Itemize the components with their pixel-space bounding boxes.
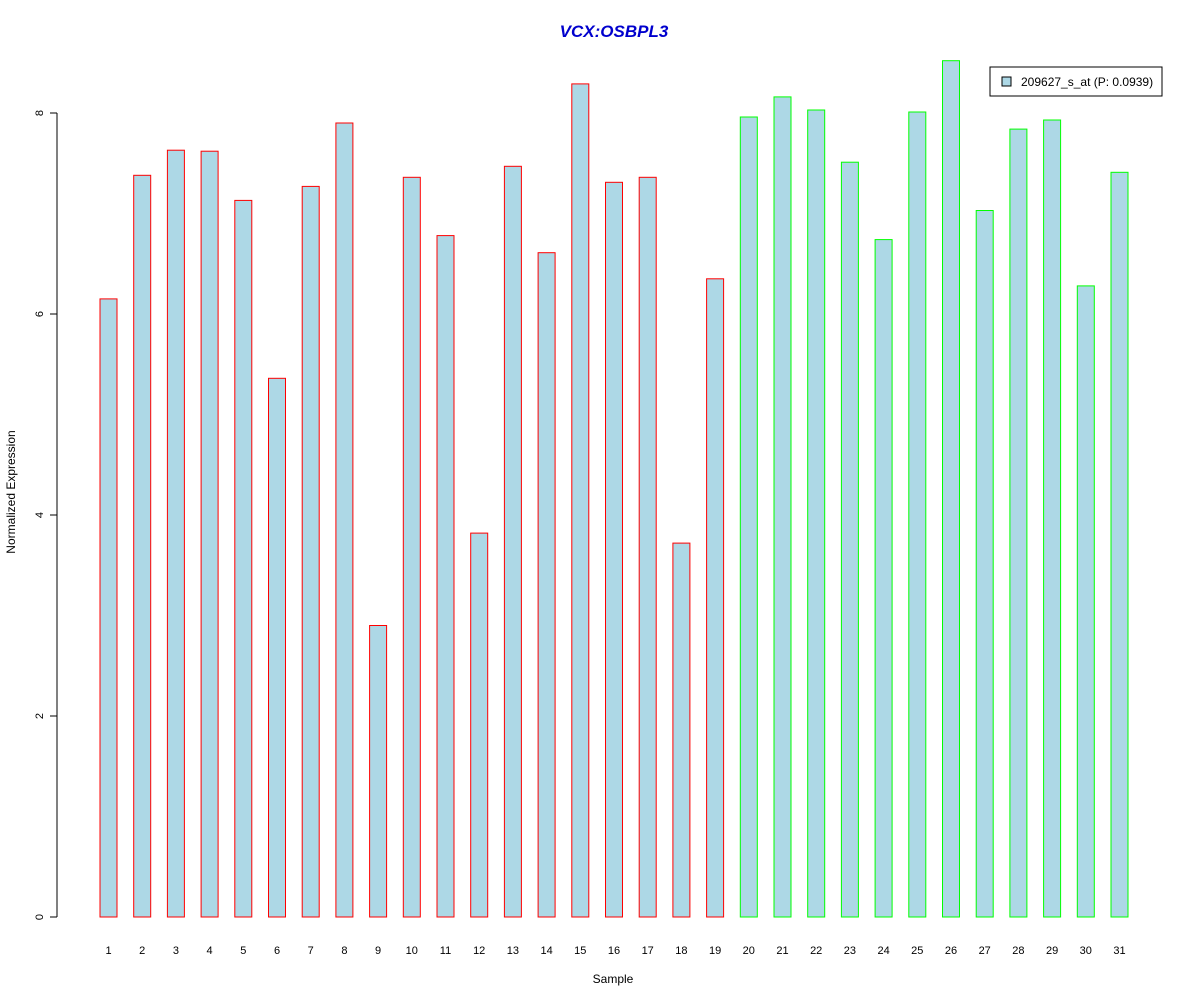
bar-sample-9	[369, 625, 388, 918]
x-tick-label: 3	[173, 945, 179, 957]
x-tick-label: 1	[105, 945, 111, 957]
legend-box	[989, 66, 1163, 97]
bar-sample-14	[537, 252, 556, 918]
bar-sample-6	[268, 377, 286, 918]
x-tick-label: 28	[1012, 945, 1024, 957]
x-tick-label: 11	[440, 945, 451, 957]
bar-sample-2	[133, 174, 152, 918]
bar-sample-13	[503, 165, 522, 918]
bar-sample-17	[638, 176, 657, 918]
x-tick-label: 12	[473, 945, 485, 957]
x-tick-label: 10	[406, 945, 418, 957]
x-tick-label: 23	[844, 945, 856, 957]
y-tick-label: 8	[34, 110, 46, 116]
y-tick-label: 4	[34, 512, 46, 518]
bar-sample-4	[200, 150, 219, 918]
x-tick-label: 14	[540, 945, 552, 957]
bar-sample-27	[975, 210, 994, 918]
bar-sample-15	[571, 83, 590, 918]
x-tick-label: 20	[743, 945, 755, 957]
x-tick-label: 5	[240, 945, 246, 957]
bar-sample-29	[1043, 119, 1062, 918]
bar-sample-30	[1076, 285, 1095, 918]
chart-title: VCX:OSBPL3	[560, 22, 669, 41]
x-tick-label: 13	[507, 945, 519, 957]
bar-sample-7	[301, 185, 320, 918]
x-tick-label: 26	[945, 945, 957, 957]
x-tick-label: 16	[608, 945, 620, 957]
x-tick-label: 19	[709, 945, 721, 957]
x-tick-label: 15	[574, 945, 586, 957]
x-tick-label: 31	[1113, 945, 1125, 957]
x-tick-label: 29	[1046, 945, 1058, 957]
y-tick-label: 6	[34, 311, 46, 317]
bar-sample-10	[402, 176, 421, 918]
bar-sample-12	[470, 532, 489, 918]
x-tick-label: 27	[979, 945, 991, 957]
bar-sample-1	[99, 298, 118, 918]
y-tick-label: 2	[34, 713, 46, 719]
y-axis: 0 2 4 6 8	[34, 110, 58, 920]
x-tick-label: 22	[810, 945, 822, 957]
bar-sample-31	[1110, 171, 1129, 918]
bar-sample-20	[739, 116, 758, 918]
bar-sample-19	[706, 278, 725, 918]
bar-sample-26	[942, 60, 960, 918]
x-tick-label: 4	[207, 945, 213, 957]
x-tick-label: 8	[341, 945, 347, 957]
legend-entry-label: 209627_s_at (P: 0.0939)	[1021, 75, 1153, 89]
legend-swatch	[1001, 76, 1012, 87]
bar-sample-18	[672, 542, 691, 918]
bar-sample-22	[807, 109, 826, 918]
y-axis-label: Normalized Expression	[4, 430, 18, 553]
x-tick-label: 18	[675, 945, 687, 957]
bar-sample-16	[605, 181, 623, 918]
x-tick-label: 17	[642, 945, 654, 957]
bar-sample-21	[773, 96, 792, 918]
x-tick-label: 25	[911, 945, 923, 957]
bars-group	[99, 60, 1129, 918]
x-tick-labels: 1 2 3 4 5 6 7 8 9 10 11 12 13 14 15 16 17 18 19 20 21 22 23 24 2…	[105, 945, 1125, 957]
x-tick-label: 6	[274, 945, 280, 957]
bar-sample-23	[840, 161, 859, 918]
bar-sample-24	[874, 239, 893, 918]
x-tick-label: 9	[375, 945, 381, 957]
x-tick-label: 21	[776, 945, 788, 957]
x-tick-label: 30	[1080, 945, 1092, 957]
bar-sample-3	[166, 149, 185, 918]
x-tick-label: 7	[308, 945, 314, 957]
bar-sample-25	[908, 111, 927, 918]
x-tick-label: 2	[139, 945, 145, 957]
x-axis-label: Sample	[593, 972, 634, 986]
bar-sample-8	[335, 122, 354, 918]
bar-sample-28	[1009, 128, 1028, 918]
bar-sample-11	[436, 235, 455, 918]
legend: 209627_s_at (P: 0.0939)	[989, 66, 1163, 97]
y-tick-label: 0	[34, 914, 46, 920]
bar-sample-5	[234, 199, 253, 918]
x-tick-label: 24	[877, 945, 889, 957]
